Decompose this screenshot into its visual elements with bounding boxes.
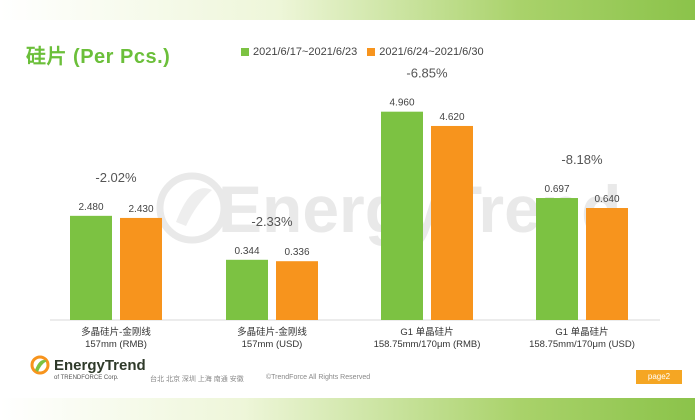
bar-series1-group2 — [226, 259, 268, 320]
bar-series1-group4 — [536, 198, 578, 320]
data-label-series2-group2: 0.336 — [284, 247, 309, 258]
change-label-group3: -6.85% — [406, 66, 448, 81]
bar-series1-group1 — [70, 215, 112, 320]
category-label-group1-line1: 多晶硅片-金刚线 — [81, 326, 151, 338]
category-label-group3-line1: G1 单晶硅片 — [400, 326, 453, 338]
change-label-group4: -8.18% — [561, 152, 603, 167]
change-label-group1: -2.02% — [95, 170, 137, 185]
legend-label-week2: 2021/6/24~2021/6/30 — [379, 46, 484, 58]
footer-brand-sub: of TRENDFORCE Corp. — [54, 375, 119, 381]
category-label-group4-line2: 158.75mm/170μm (USD) — [529, 339, 635, 350]
page-badge: page2 — [636, 370, 682, 384]
footer-logo: EnergyTrend of TRENDFORCE Corp. — [30, 355, 146, 381]
category-label-group1-line2: 157mm (RMB) — [85, 339, 147, 350]
bar-series1-group3 — [381, 111, 423, 321]
legend-swatch-week2 — [367, 48, 376, 56]
chart-legend: 2021/6/17~2021/6/23 2021/6/24~2021/6/30 — [241, 46, 494, 58]
data-label-series1-group2: 0.344 — [234, 246, 259, 257]
top-gradient-bar — [0, 0, 695, 20]
watermark-leaf-icon — [176, 188, 212, 226]
data-label-series2-group1: 2.430 — [128, 204, 153, 215]
data-label-series2-group4: 0.640 — [594, 194, 619, 205]
bar-series2-group4 — [586, 208, 628, 320]
energytrend-logo-icon — [30, 355, 50, 375]
category-label-group4-line1: G1 单晶硅片 — [555, 326, 608, 338]
data-label-series1-group1: 2.480 — [78, 202, 103, 213]
bar-series2-group3 — [431, 125, 473, 321]
data-label-series1-group4: 0.697 — [544, 184, 569, 195]
category-label-group3-line2: 158.75mm/170μm (RMB) — [374, 339, 481, 350]
change-label-group2: -2.33% — [251, 214, 293, 229]
legend-item-week2: 2021/6/24~2021/6/30 — [367, 46, 484, 58]
bar-series2-group2 — [276, 261, 318, 320]
bottom-gradient-bar — [0, 398, 695, 420]
data-label-series2-group3: 4.620 — [439, 112, 464, 123]
data-label-series1-group3: 4.960 — [389, 98, 414, 109]
page-title: 硅片 (Per Pcs.) — [26, 46, 171, 68]
legend-label-week1: 2021/6/17~2021/6/23 — [253, 46, 358, 58]
footer-copyright: ©TrendForce All Rights Reserved — [266, 374, 371, 381]
bar-series2-group1 — [120, 217, 162, 320]
category-label-group2-line1: 多晶硅片-金刚线 — [237, 326, 307, 338]
footer-brand: EnergyTrend — [54, 356, 146, 374]
category-label-group2-line2: 157mm (USD) — [242, 339, 303, 350]
watermark-logo-icon — [156, 172, 228, 244]
legend-swatch-week1 — [241, 48, 249, 56]
footer-cities: 台北 北京 深圳 上海 南通 安徽 — [150, 376, 244, 383]
legend-item-week1: 2021/6/17~2021/6/23 — [241, 46, 357, 58]
